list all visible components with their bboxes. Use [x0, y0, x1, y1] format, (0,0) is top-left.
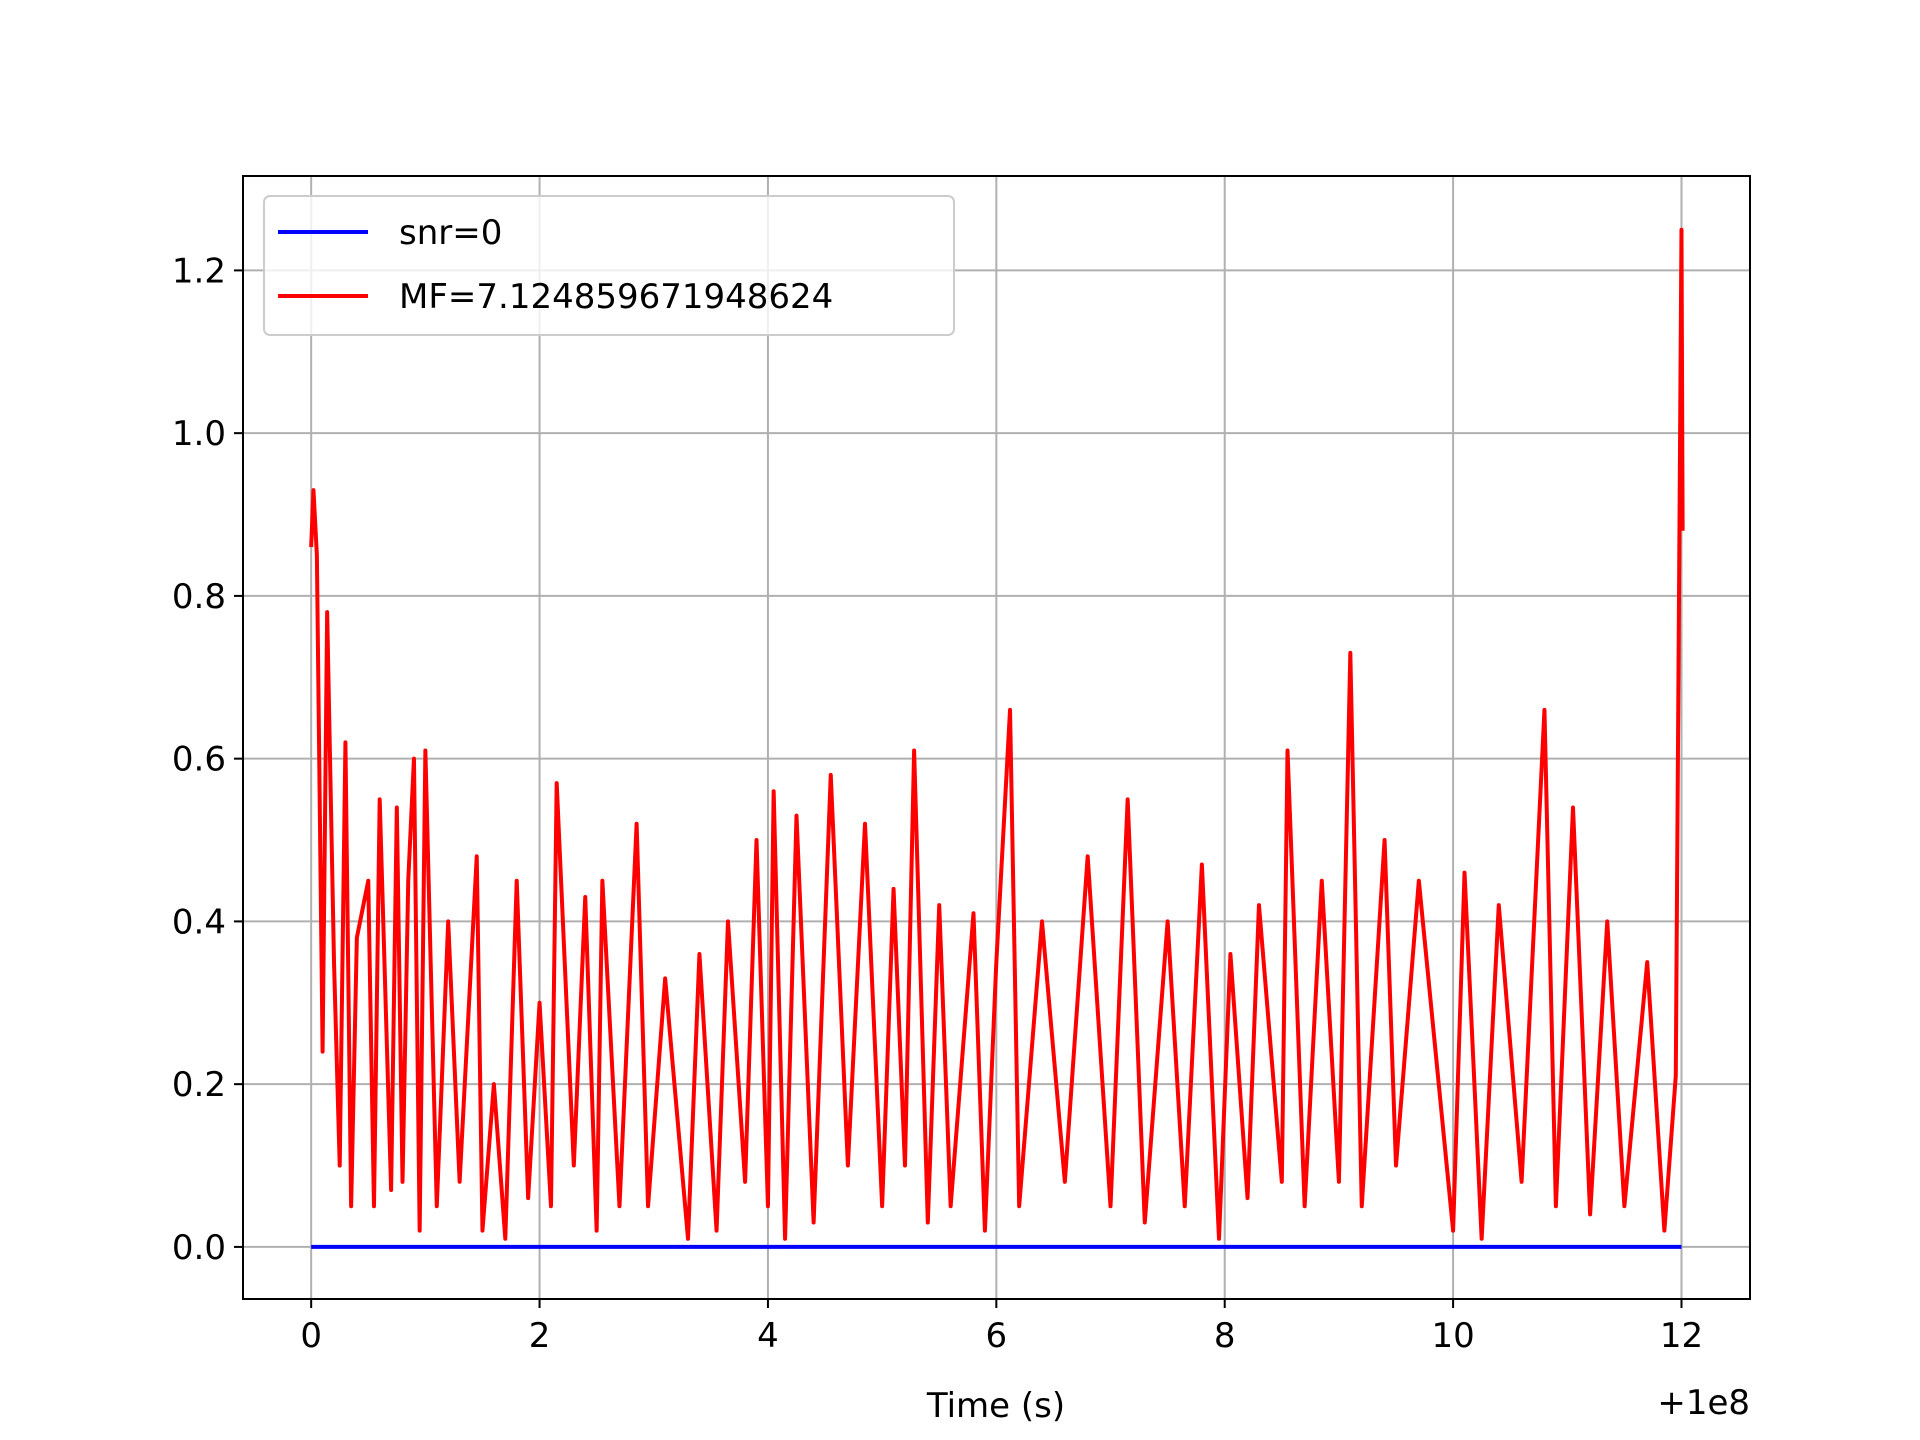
legend-box: [263, 195, 955, 336]
x-offset-label: +1e8: [1657, 1383, 1750, 1423]
x-tick-label: 0: [300, 1316, 322, 1356]
y-tick-label: 0.2: [172, 1065, 226, 1105]
x-tick-label: 8: [1214, 1316, 1236, 1356]
x-axis-label: Time (s): [926, 1386, 1065, 1426]
y-tick-label: 1.0: [172, 414, 226, 454]
y-tick-label: 0.4: [172, 902, 226, 942]
plot-frame: [242, 175, 1751, 1300]
y-tick-label: 0.8: [172, 577, 226, 617]
x-tick-label: 4: [757, 1316, 779, 1356]
y-tick-label: 0.0: [172, 1228, 226, 1268]
legend-label: MF=7.124859671948624: [399, 277, 833, 317]
y-tick-label: 0.6: [172, 740, 226, 780]
x-tick-label: 10: [1431, 1316, 1474, 1356]
data-line: [309, 227, 1685, 1241]
x-tick-label: 2: [529, 1316, 551, 1356]
legend-label: snr=0: [399, 213, 502, 253]
x-tick-label: 12: [1660, 1316, 1703, 1356]
x-tick-label: 6: [986, 1316, 1008, 1356]
y-tick-label: 1.2: [172, 251, 226, 291]
